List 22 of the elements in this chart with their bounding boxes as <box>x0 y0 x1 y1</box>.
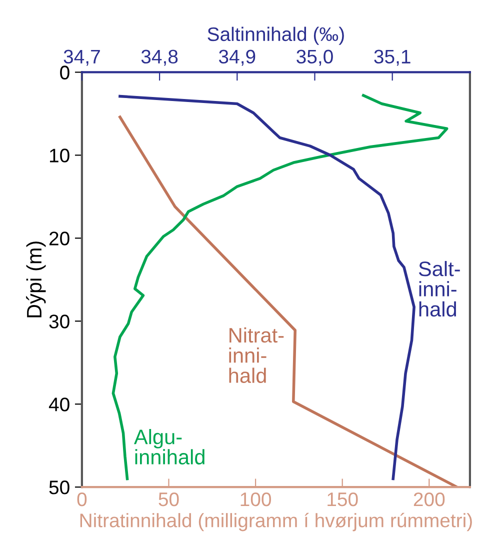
x-tick-label: 0 <box>77 492 87 506</box>
x2-tick-label: 34,7 <box>64 50 100 66</box>
series-label: Algu- innihald <box>134 428 204 464</box>
x-tick-label: 150 <box>328 492 358 506</box>
x2-tick-label: 35,0 <box>296 50 333 66</box>
x2-tick-label: 34,8 <box>141 50 178 66</box>
x-axis-title: Nitratinnihald (milligramm í hvørjum rúmmetri) <box>80 512 472 532</box>
y-tick-label: 20 <box>49 232 70 246</box>
y-tick-label: 10 <box>50 148 70 162</box>
x-tick-label: 200 <box>414 492 445 506</box>
x2-tick-label: 35,1 <box>374 50 410 66</box>
y-tick-label: 0 <box>60 66 70 80</box>
x-tick-label: 50 <box>158 492 179 506</box>
y-tick-label: 40 <box>48 398 70 412</box>
y-axis-title: Dýpi (m) <box>26 242 46 318</box>
series-label: Salt- inni- hald <box>418 260 460 317</box>
y-tick-label: 30 <box>49 314 70 328</box>
x-tick-label: 100 <box>240 492 272 506</box>
series-label: Nitrat- inni- hald <box>229 327 284 384</box>
x2-tick-label: 34,9 <box>218 50 256 66</box>
x2-axis-title: Saltinnihald (‰) <box>208 26 344 45</box>
y-tick-label: 50 <box>49 480 70 494</box>
